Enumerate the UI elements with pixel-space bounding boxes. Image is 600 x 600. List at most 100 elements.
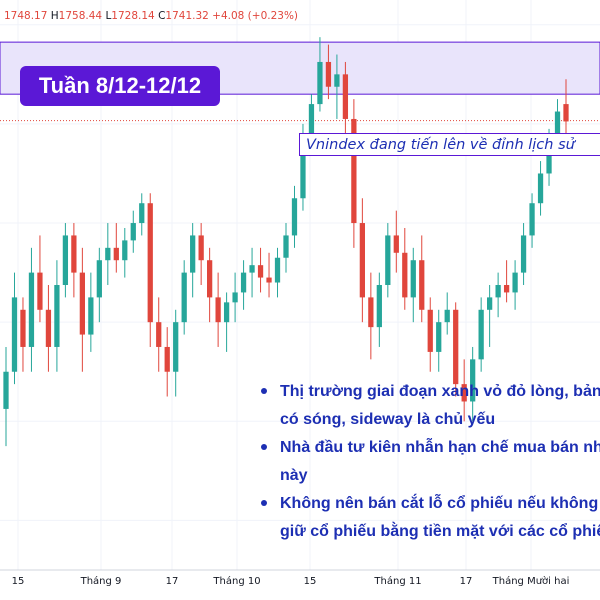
candle-body [359,223,365,298]
candle-body [181,272,187,323]
candle-body [503,285,510,293]
x-tick-label: 15 [12,576,25,587]
candle [88,272,94,352]
candle-body [207,260,213,298]
candle [105,223,111,285]
candle [54,260,60,372]
ohlc-change: +4.08 (+0.23%) [212,10,299,22]
candle [495,272,501,318]
notes-list: Thị trường giai đoạn xanh vỏ đỏ lòng, bả… [258,378,600,546]
note-line: Không nên bán cắt lỗ cổ phiếu nếu không … [280,495,600,512]
candle-body [257,265,264,278]
candle-body [37,272,43,310]
candle [359,198,365,323]
candle [342,61,349,137]
candle [215,272,221,347]
candle [503,260,510,303]
candle [28,247,35,372]
candle-body [351,118,357,224]
candle-body [300,136,306,199]
note-line: Nhà đầu tư kiên nhẫn hạn chế mua bán nhi… [280,439,600,456]
candle-body [71,235,77,273]
candle-body [376,285,382,328]
candle [130,210,136,253]
candle-body [62,235,69,285]
candle [173,309,179,397]
candle [325,44,332,100]
ohlc-low: 1728.14 [111,10,155,22]
candle [393,210,399,273]
candle-body [274,257,281,283]
x-tick-label: 15 [304,576,317,587]
candle-body [20,309,26,347]
candle [207,247,213,323]
candle-body [249,265,255,273]
ohlc-open: 1748.17 [4,10,48,22]
candle-body [554,111,561,142]
candle-body [385,235,391,285]
candle-body [546,141,552,174]
candle-body [215,297,221,323]
candle-body [478,309,484,360]
candle [79,247,85,372]
candle-body [529,203,535,236]
candle [453,302,459,397]
candle [512,260,518,310]
candle-body [198,235,204,261]
candle-body [156,322,162,347]
candle-body [45,309,52,347]
candle [487,285,493,347]
candle-body [436,322,442,352]
candle-body [122,240,128,261]
candle [164,327,170,397]
candle [181,260,187,335]
candle-body [512,272,518,293]
candle-body [461,384,467,402]
x-tick-label: Tháng 11 [373,575,421,587]
candle-body [223,302,230,323]
candle-body [3,371,9,409]
note-item: Nhà đầu tư kiên nhẫn hạn chế mua bán nhi… [258,434,600,462]
chart-grid [0,0,600,570]
candle-body [79,272,85,335]
candle [470,346,476,422]
candle-body [342,74,349,119]
candle [291,185,298,248]
candle-body [88,297,94,335]
candle [147,193,153,347]
candle-body [487,297,493,310]
candle-body [308,104,315,137]
candle-body [164,346,170,372]
candle-body [563,104,569,122]
candle [37,235,43,323]
candle [478,297,484,372]
note-line: Thị trường giai đoạn xanh vỏ đỏ lòng, bả… [280,383,600,400]
candle-body [173,322,179,372]
candle [11,272,18,385]
x-tick-label: Tháng 10 [212,575,260,587]
ohlc-low-label: L [105,10,112,22]
candle-body [393,235,399,253]
week-badge: Tuần 8/12-12/12 [20,66,220,106]
candle-body [495,285,501,298]
ohlc-readout: 1748.17 H1758.44 L1728.14 C1741.32 +4.08… [4,10,298,22]
candle-body [368,297,374,328]
candle-body [105,247,111,261]
candle [427,297,433,372]
candle [96,247,102,323]
x-axis-ticks: 15 Tháng 9 17 Tháng 10 15 Tháng 11 17 Tháng Mườ… [12,575,570,587]
candle [537,161,544,216]
candle [240,260,247,310]
candle [274,247,281,298]
candle [113,223,119,273]
note-item: Không nên bán cắt lỗ cổ phiếu nếu không … [258,490,600,518]
candle-body [139,203,145,224]
candle-body [96,260,102,298]
candle [368,272,374,360]
candles [3,37,569,447]
resistance-annotation: Vnindex đang tiến lên về đỉnh lịch sử [299,133,600,156]
candle [62,223,69,298]
candle-body [444,309,450,323]
candle-body [453,309,459,385]
candle [139,193,145,236]
